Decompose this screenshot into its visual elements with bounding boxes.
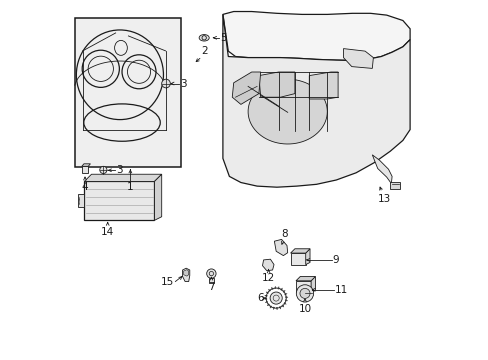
Circle shape	[299, 288, 309, 298]
Polygon shape	[310, 276, 315, 292]
Polygon shape	[232, 72, 260, 104]
Polygon shape	[290, 253, 305, 265]
Polygon shape	[284, 293, 286, 295]
Ellipse shape	[199, 35, 209, 41]
Polygon shape	[271, 287, 273, 290]
Polygon shape	[223, 14, 409, 187]
Text: 10: 10	[298, 304, 311, 314]
Polygon shape	[258, 72, 294, 97]
Polygon shape	[273, 307, 274, 310]
Polygon shape	[84, 181, 154, 220]
Polygon shape	[276, 307, 277, 310]
Polygon shape	[277, 287, 279, 289]
Polygon shape	[182, 268, 189, 282]
Polygon shape	[268, 289, 270, 292]
Polygon shape	[247, 79, 326, 144]
Polygon shape	[269, 306, 271, 308]
Polygon shape	[305, 249, 309, 265]
Circle shape	[162, 79, 170, 88]
Polygon shape	[343, 49, 373, 68]
Circle shape	[206, 269, 216, 278]
Text: 4: 4	[81, 182, 87, 192]
Polygon shape	[154, 174, 162, 220]
Text: 15: 15	[161, 276, 174, 287]
Polygon shape	[280, 288, 282, 291]
Text: 13: 13	[377, 194, 390, 204]
Text: 14: 14	[100, 227, 113, 237]
Polygon shape	[274, 286, 276, 289]
Polygon shape	[264, 298, 266, 300]
Text: 8: 8	[281, 229, 287, 239]
Text: 12: 12	[262, 273, 275, 283]
Polygon shape	[283, 302, 285, 304]
Polygon shape	[290, 249, 309, 253]
Circle shape	[269, 292, 282, 304]
Polygon shape	[285, 300, 287, 301]
Polygon shape	[285, 297, 287, 298]
Polygon shape	[309, 72, 337, 99]
Polygon shape	[84, 174, 162, 181]
Text: 3: 3	[179, 78, 186, 89]
Bar	[389, 182, 400, 189]
Polygon shape	[209, 278, 213, 283]
Polygon shape	[81, 166, 88, 173]
Text: 7: 7	[207, 282, 214, 292]
Polygon shape	[371, 155, 391, 184]
Text: 9: 9	[332, 255, 339, 265]
Text: 5: 5	[220, 33, 226, 43]
Circle shape	[296, 285, 313, 302]
Polygon shape	[183, 270, 188, 276]
Polygon shape	[264, 295, 267, 297]
Polygon shape	[266, 303, 269, 306]
Text: 2: 2	[201, 46, 207, 56]
Circle shape	[100, 166, 107, 174]
Polygon shape	[295, 281, 310, 292]
Bar	[75, 18, 181, 167]
Polygon shape	[223, 12, 409, 60]
Text: 3: 3	[116, 165, 122, 175]
Polygon shape	[262, 259, 273, 271]
Text: 6: 6	[256, 293, 263, 303]
Polygon shape	[265, 292, 268, 294]
Polygon shape	[264, 301, 267, 303]
Polygon shape	[295, 276, 315, 281]
Polygon shape	[279, 306, 280, 309]
Polygon shape	[78, 194, 84, 207]
Text: 1: 1	[127, 182, 133, 192]
Text: 11: 11	[334, 285, 347, 295]
Polygon shape	[281, 305, 284, 307]
Polygon shape	[274, 239, 287, 256]
Polygon shape	[282, 291, 285, 293]
Polygon shape	[81, 164, 90, 166]
